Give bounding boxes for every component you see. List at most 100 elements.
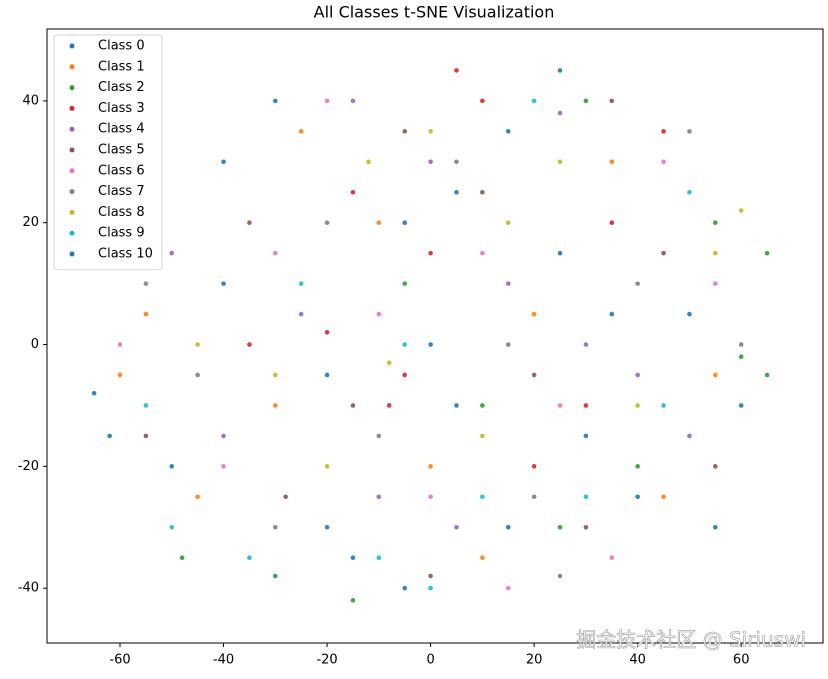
point bbox=[195, 372, 200, 378]
point bbox=[143, 403, 149, 408]
point bbox=[583, 342, 589, 347]
legend-marker bbox=[69, 105, 75, 111]
point bbox=[609, 98, 615, 104]
chart-title: All Classes t-SNE Visualization bbox=[314, 3, 555, 22]
point bbox=[713, 250, 718, 256]
point bbox=[117, 372, 123, 378]
point bbox=[376, 555, 382, 561]
y-tick-label: -40 bbox=[18, 581, 39, 596]
point bbox=[117, 342, 123, 347]
point bbox=[221, 159, 226, 165]
point bbox=[221, 281, 226, 286]
x-tick-label: -40 bbox=[213, 653, 234, 668]
point bbox=[91, 390, 97, 396]
point bbox=[350, 403, 356, 408]
point bbox=[531, 494, 537, 500]
point bbox=[272, 372, 278, 378]
point bbox=[169, 524, 175, 530]
point bbox=[609, 220, 615, 226]
y-tick-label: 0 bbox=[31, 337, 39, 352]
point bbox=[143, 311, 149, 317]
point bbox=[402, 281, 408, 286]
point bbox=[402, 342, 408, 347]
point bbox=[272, 250, 278, 256]
point bbox=[505, 524, 511, 530]
point bbox=[557, 524, 563, 530]
point bbox=[454, 403, 459, 408]
legend-marker bbox=[69, 85, 75, 91]
point bbox=[107, 433, 112, 439]
point bbox=[480, 433, 485, 439]
point bbox=[386, 403, 392, 408]
point bbox=[505, 129, 511, 134]
point bbox=[247, 220, 252, 226]
point bbox=[247, 555, 252, 561]
point bbox=[428, 342, 433, 347]
point bbox=[298, 281, 304, 286]
point bbox=[480, 98, 485, 104]
point bbox=[661, 250, 666, 256]
point bbox=[531, 98, 537, 104]
point bbox=[713, 524, 718, 530]
point bbox=[764, 250, 770, 256]
point bbox=[143, 281, 149, 286]
point bbox=[376, 220, 382, 226]
x-tick-label: 20 bbox=[526, 653, 543, 668]
point bbox=[505, 342, 511, 347]
x-tick-label: 0 bbox=[426, 653, 434, 668]
legend-label: Class 3 bbox=[98, 101, 145, 116]
y-tick-label: 40 bbox=[22, 93, 39, 108]
point bbox=[428, 129, 433, 134]
point bbox=[609, 555, 615, 561]
point bbox=[557, 68, 563, 73]
legend-box bbox=[53, 34, 163, 271]
point bbox=[324, 330, 330, 335]
point bbox=[505, 220, 511, 226]
point bbox=[454, 524, 459, 530]
point bbox=[454, 159, 459, 165]
legend-marker bbox=[69, 43, 75, 49]
plot-frame bbox=[46, 28, 824, 644]
point bbox=[480, 555, 485, 561]
point bbox=[661, 129, 666, 134]
point bbox=[324, 220, 330, 226]
point bbox=[283, 494, 288, 500]
point bbox=[376, 311, 382, 317]
legend-marker bbox=[69, 209, 75, 215]
point bbox=[557, 403, 563, 408]
point bbox=[583, 494, 589, 500]
point bbox=[376, 494, 382, 500]
y-tick-label: 20 bbox=[22, 215, 39, 230]
point bbox=[531, 464, 537, 469]
legend-label: Class 9 bbox=[98, 226, 145, 241]
point bbox=[609, 159, 615, 165]
point bbox=[298, 129, 304, 134]
legend-label: Class 5 bbox=[98, 143, 145, 158]
point bbox=[195, 342, 200, 347]
point bbox=[350, 189, 356, 195]
point bbox=[557, 250, 563, 256]
point bbox=[661, 159, 666, 165]
point bbox=[713, 220, 718, 226]
watermark: 掘金技术社区 @ Siriuswi bbox=[576, 628, 806, 652]
legend-marker bbox=[69, 230, 75, 236]
point bbox=[428, 250, 433, 256]
point bbox=[454, 189, 459, 195]
point bbox=[386, 360, 392, 366]
point bbox=[687, 311, 692, 317]
legend-label: Class 6 bbox=[98, 163, 145, 178]
point bbox=[583, 98, 589, 104]
point bbox=[350, 98, 356, 104]
point bbox=[272, 403, 278, 408]
point bbox=[764, 372, 770, 378]
point bbox=[557, 573, 563, 579]
point bbox=[635, 281, 640, 286]
legend-label: Class 8 bbox=[98, 205, 145, 220]
x-tick-label: 40 bbox=[629, 653, 646, 668]
point bbox=[531, 372, 537, 378]
point bbox=[583, 403, 589, 408]
point bbox=[179, 555, 185, 561]
point bbox=[687, 189, 692, 195]
point bbox=[480, 189, 485, 195]
